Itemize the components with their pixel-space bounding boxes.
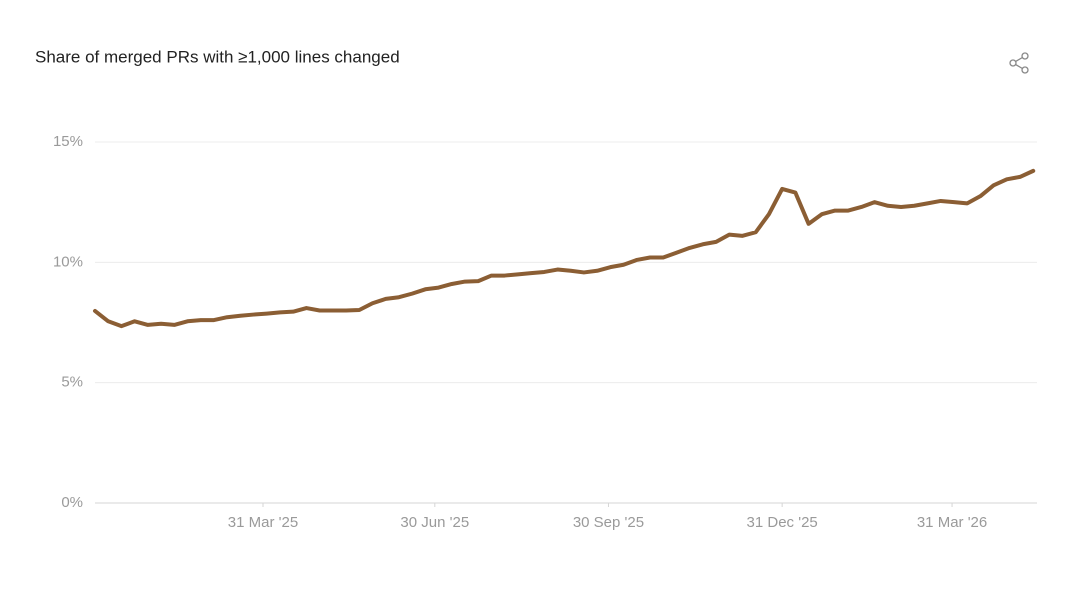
data-line [93, 168, 1036, 329]
x-tick-label: 31 Dec '25 [747, 514, 818, 531]
x-tick-label: 31 Mar '26 [917, 514, 987, 531]
chart-title: Share of merged PRs with ≥1,000 lines ch… [35, 47, 400, 66]
y-tick-label: 5% [61, 374, 83, 391]
y-tick-label: 10% [53, 253, 83, 270]
x-tick-label: 30 Jun '25 [400, 514, 469, 531]
y-tick-label: 0% [61, 494, 83, 511]
x-tick-label: 30 Sep '25 [573, 514, 644, 531]
y-tick-label: 15% [53, 133, 83, 150]
share-icon[interactable] [1009, 52, 1029, 74]
x-tick-label: 31 Mar '25 [228, 514, 298, 531]
